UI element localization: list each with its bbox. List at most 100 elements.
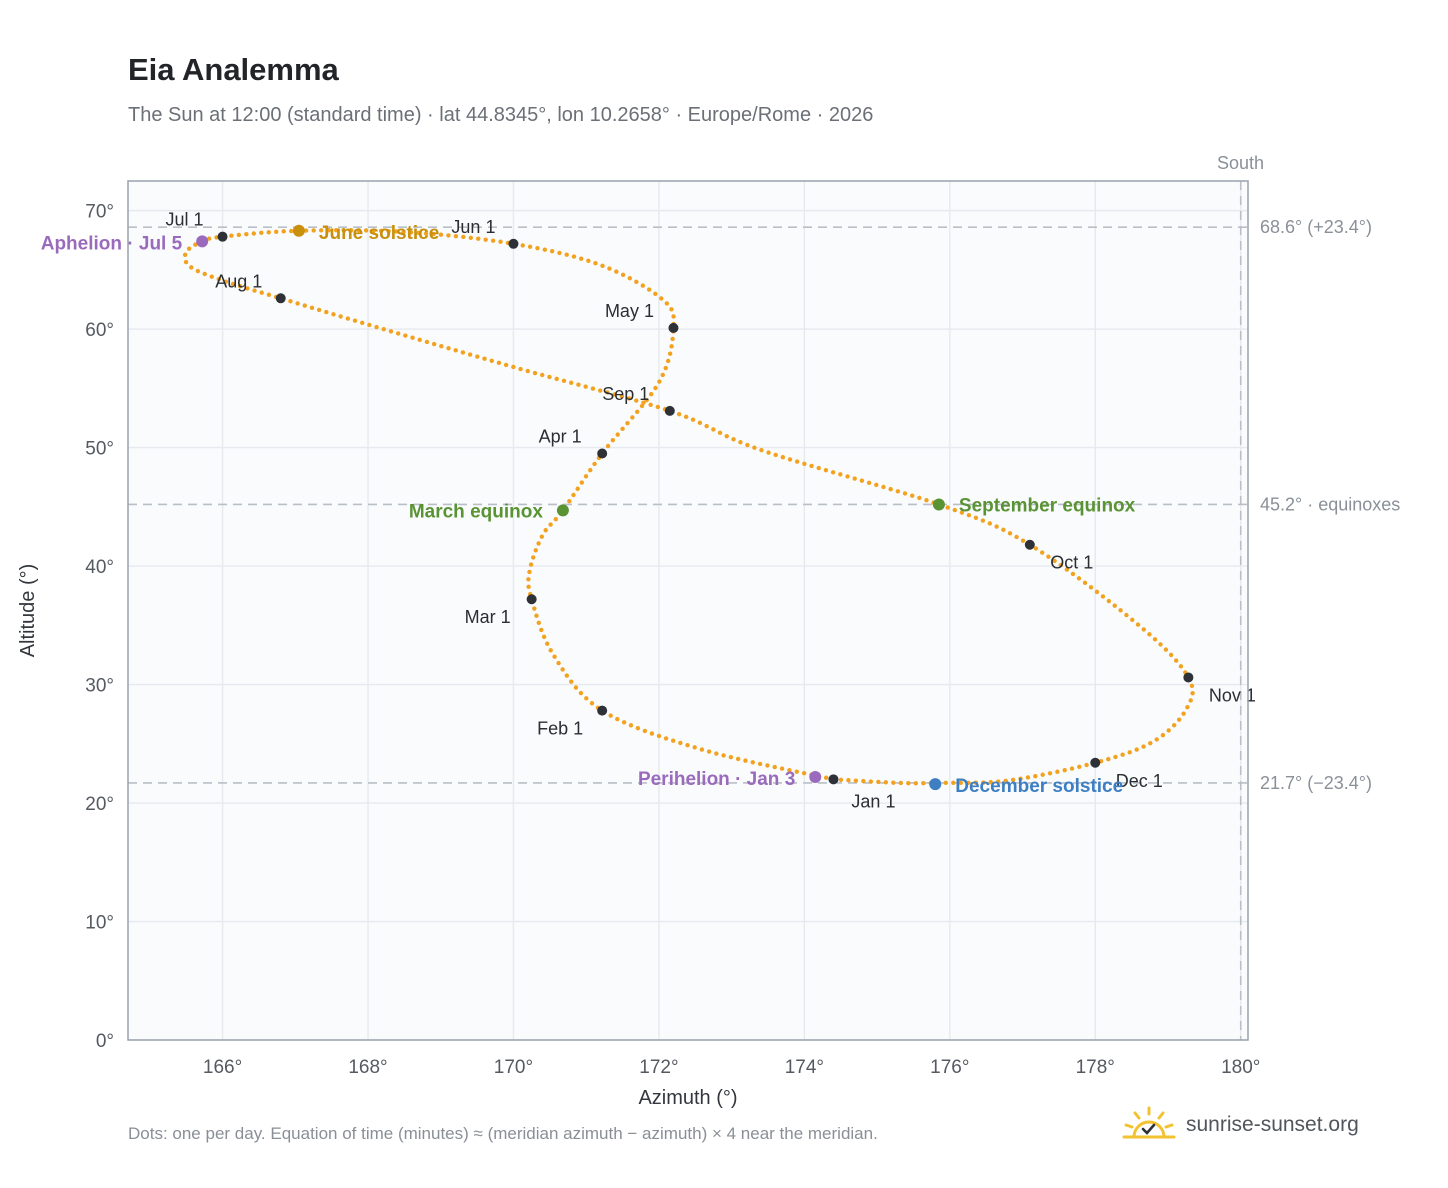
day-dot xyxy=(182,252,188,258)
day-dot xyxy=(1033,546,1039,551)
day-dot xyxy=(640,283,646,288)
day-dot xyxy=(569,679,574,684)
day-dot xyxy=(802,461,807,466)
x-tick-label: 168° xyxy=(348,1057,387,1078)
day-dot xyxy=(1077,764,1082,769)
day-dot xyxy=(838,777,844,782)
event-marker xyxy=(556,504,569,517)
day-dot xyxy=(773,452,778,458)
day-dot xyxy=(656,733,662,739)
day-dot xyxy=(589,701,595,706)
month-marker xyxy=(275,293,286,304)
day-dot xyxy=(1152,637,1158,642)
day-dot xyxy=(924,498,929,503)
day-dot xyxy=(1025,775,1031,780)
day-dot xyxy=(586,258,591,264)
day-dot xyxy=(1171,723,1177,728)
day-dot xyxy=(1014,534,1019,540)
day-dot xyxy=(326,228,331,233)
day-dot xyxy=(1007,531,1013,536)
month-marker xyxy=(1090,757,1101,768)
day-dot xyxy=(578,256,584,261)
day-dot xyxy=(634,279,639,285)
day-dot xyxy=(244,231,249,237)
day-dot xyxy=(496,360,502,366)
day-dot xyxy=(699,747,705,752)
day-dot xyxy=(381,327,386,332)
day-dot xyxy=(489,358,494,363)
day-dot xyxy=(1173,658,1179,663)
event-marker xyxy=(809,770,822,783)
day-dot xyxy=(921,781,926,786)
day-dot xyxy=(630,415,635,420)
footnote: Dots: one per day. Equation of time (min… xyxy=(128,1124,878,1143)
day-dot xyxy=(525,368,530,374)
day-dot xyxy=(303,228,309,233)
day-dot xyxy=(619,394,625,399)
day-dot xyxy=(195,268,201,274)
day-dot xyxy=(607,266,612,271)
day-dot xyxy=(216,276,221,282)
day-dot xyxy=(1130,617,1135,622)
month-marker xyxy=(217,231,228,242)
day-dot xyxy=(973,780,978,785)
day-dot xyxy=(883,780,889,785)
day-dot xyxy=(973,515,979,521)
day-dot xyxy=(644,397,649,403)
day-dot xyxy=(981,780,986,785)
day-dot xyxy=(532,370,538,376)
day-dot xyxy=(605,390,610,395)
month-label: Apr 1 xyxy=(539,427,582,447)
day-dot xyxy=(548,522,553,527)
y-tick-label: 40° xyxy=(85,557,114,578)
y-axis-label: Altitude (°) xyxy=(17,564,39,658)
day-dot xyxy=(230,281,236,287)
day-dot xyxy=(183,259,189,265)
day-dot xyxy=(460,350,466,355)
day-dot xyxy=(564,252,569,257)
day-dot xyxy=(1018,776,1023,781)
day-dot xyxy=(461,234,466,240)
day-dot xyxy=(669,344,674,349)
day-dot xyxy=(996,779,1001,784)
day-dot xyxy=(539,534,545,539)
day-dot xyxy=(838,472,843,477)
day-dot xyxy=(642,728,648,734)
day-dot xyxy=(557,250,562,256)
day-dot xyxy=(424,339,430,345)
day-dot xyxy=(1141,627,1146,632)
brand-name: sunrise-sunset.org xyxy=(1186,1113,1359,1136)
day-dot xyxy=(431,231,436,237)
day-dot xyxy=(236,232,242,238)
day-dot xyxy=(615,432,620,437)
day-dot xyxy=(526,584,531,590)
day-dot xyxy=(902,491,908,496)
day-dot xyxy=(772,764,777,770)
day-dot xyxy=(446,233,451,238)
day-dot xyxy=(259,290,264,295)
day-dot xyxy=(1118,608,1123,613)
day-dot xyxy=(959,510,965,515)
day-dot xyxy=(605,443,611,449)
day-dot xyxy=(1100,594,1106,599)
day-dot xyxy=(861,778,866,784)
day-dot xyxy=(311,228,316,233)
day-dot xyxy=(593,261,598,266)
day-dot xyxy=(526,577,531,582)
day-dot xyxy=(541,634,547,640)
month-label: Jan 1 xyxy=(851,791,895,811)
y-tick-label: 10° xyxy=(85,913,114,934)
month-marker xyxy=(668,322,679,333)
brand-logo[interactable]: sunrise-sunset.org xyxy=(1120,1100,1359,1150)
south-label: South xyxy=(1217,153,1264,173)
day-dot xyxy=(288,228,294,234)
day-dot xyxy=(766,450,771,455)
plot-area xyxy=(128,181,1248,1040)
day-dot xyxy=(1163,647,1169,652)
day-dot xyxy=(534,613,539,618)
day-dot xyxy=(721,753,726,758)
day-dot xyxy=(588,467,593,473)
day-dot xyxy=(966,512,972,518)
day-dot xyxy=(416,230,421,236)
day-dot xyxy=(649,391,654,397)
